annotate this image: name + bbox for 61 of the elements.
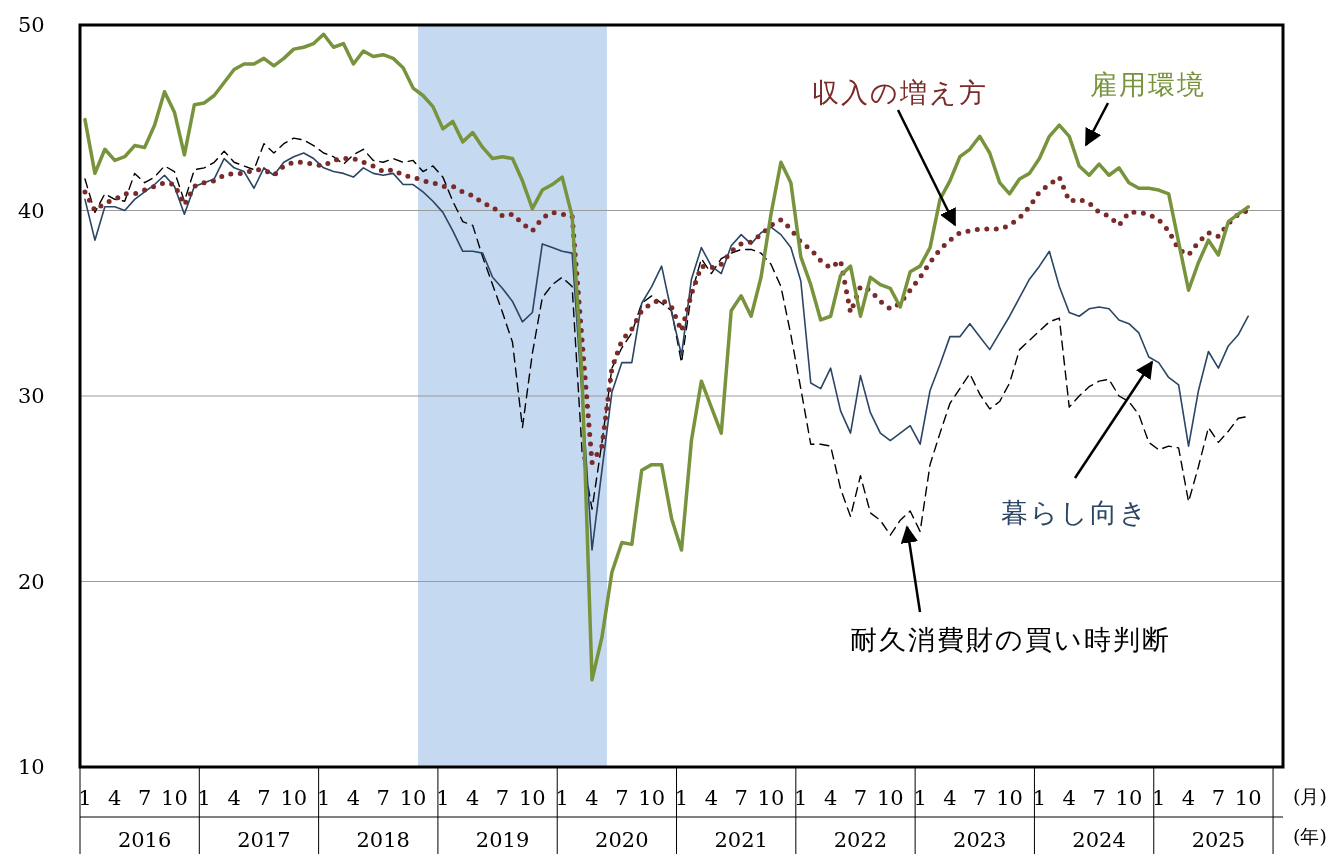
x-tick-label: 1 bbox=[78, 786, 92, 810]
y-tick-label: 40 bbox=[18, 198, 45, 223]
x-tick-label: 10 bbox=[876, 786, 904, 810]
x-tick-label: 7 bbox=[376, 786, 390, 810]
x-tick-label: 7 bbox=[1211, 786, 1226, 810]
x-tick-label: 1 bbox=[316, 786, 331, 810]
x-tick-label: 10 bbox=[161, 786, 188, 810]
x-tick-label: 4 bbox=[1062, 786, 1076, 810]
y-tick-label: 50 bbox=[18, 13, 45, 37]
x-axis-title: (月) bbox=[1293, 785, 1327, 807]
x-tick-label: 4 bbox=[466, 786, 480, 810]
x-tick-label: 10 bbox=[757, 786, 785, 810]
series-label: 雇用環境 bbox=[1090, 69, 1206, 100]
y-tick-label: 10 bbox=[18, 755, 45, 779]
x-tick-label: 4 bbox=[823, 786, 838, 810]
x-tick-label: 10 bbox=[399, 786, 427, 810]
x-tick-label: 4 bbox=[227, 786, 241, 810]
x-tick-label: 7 bbox=[853, 786, 868, 810]
x-tick-label: 1 bbox=[197, 786, 211, 810]
x-tick-label: 10 bbox=[280, 786, 308, 810]
x-tick-label: 1 bbox=[794, 786, 808, 810]
x2-tick-label: 2018 bbox=[356, 828, 410, 852]
x-tick-label: 7 bbox=[257, 786, 271, 810]
x2-tick-label: 2021 bbox=[714, 828, 768, 852]
y-tick-label: 20 bbox=[18, 569, 45, 594]
x-tick-label: 4 bbox=[1181, 786, 1196, 810]
x-tick-label: 1 bbox=[913, 786, 927, 810]
x-tick-label: 7 bbox=[137, 786, 152, 810]
x-tick-label: 10 bbox=[638, 786, 666, 810]
x-tick-label: 10 bbox=[519, 786, 546, 810]
x2-tick-label: 2017 bbox=[237, 828, 291, 852]
x-tick-label: 4 bbox=[943, 786, 957, 810]
x-tick-label: 1 bbox=[674, 786, 689, 810]
x2-tick-label: 2024 bbox=[1072, 828, 1126, 852]
x-tick-label: 1 bbox=[555, 786, 569, 810]
x-tick-label: 7 bbox=[615, 786, 629, 810]
x-tick-label: 7 bbox=[973, 786, 987, 810]
x2-tick-label: 2020 bbox=[595, 828, 649, 852]
x-tick-label: 7 bbox=[495, 786, 510, 810]
x-tick-label: 10 bbox=[1115, 786, 1143, 810]
x2-axis-title: (年) bbox=[1293, 825, 1327, 847]
x-tick-label: 7 bbox=[734, 786, 748, 810]
x-tick-label: 1 bbox=[1152, 786, 1166, 810]
x-tick-label: 1 bbox=[1032, 786, 1047, 810]
x2-tick-label: 2023 bbox=[953, 828, 1007, 852]
x-tick-label: 4 bbox=[585, 786, 599, 810]
text: 収入の増え方 bbox=[812, 77, 988, 108]
x-tick-label: 4 bbox=[108, 786, 122, 810]
x-tick-label: 4 bbox=[346, 786, 361, 810]
x2-tick-label: 2016 bbox=[117, 828, 172, 852]
x-tick-label: 1 bbox=[436, 786, 450, 810]
x-tick-label: 10 bbox=[996, 786, 1023, 810]
text: 耐久消費財の買い時判断 bbox=[849, 624, 1171, 655]
x-tick-label: 7 bbox=[1092, 786, 1106, 810]
text: 暮らし向き bbox=[1001, 497, 1149, 528]
x-tick-label: 4 bbox=[704, 786, 719, 810]
y-tick-label: 30 bbox=[18, 384, 45, 408]
x2-tick-label: 2025 bbox=[1191, 828, 1246, 852]
x-tick-label: 10 bbox=[1234, 786, 1262, 810]
x2-tick-label: 2019 bbox=[475, 828, 530, 852]
x2-tick-label: 2022 bbox=[833, 828, 888, 852]
